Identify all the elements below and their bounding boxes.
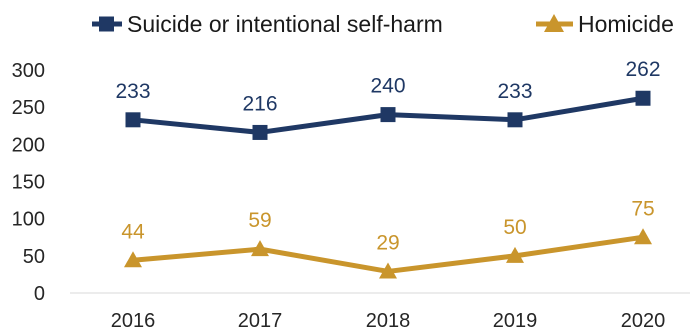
- data-label: 233: [497, 80, 532, 103]
- y-tick-label: 50: [23, 246, 45, 268]
- data-point-triangle: [379, 262, 397, 279]
- plot-area: 233 216 240 233 262 44 59 29 50 75: [115, 58, 661, 279]
- x-tick-label: 2016: [111, 310, 156, 330]
- x-tick-label: 2019: [493, 310, 538, 330]
- data-label: 216: [242, 92, 277, 115]
- data-label: 240: [370, 75, 405, 98]
- x-tick-label: 2018: [366, 310, 411, 330]
- data-point-square: [380, 107, 396, 123]
- x-tick-label: 2020: [621, 310, 666, 330]
- data-label: 29: [376, 231, 399, 254]
- y-tick-label: 250: [12, 97, 45, 119]
- y-tick-label: 200: [12, 134, 45, 156]
- legend-label-homicide: Homicide: [578, 11, 674, 37]
- legend: Suicide or intentional self-harm Homicide: [92, 11, 674, 37]
- data-label: 59: [248, 209, 271, 232]
- data-label: 262: [625, 58, 660, 81]
- y-tick-label: 100: [12, 209, 45, 231]
- y-tick-label: 0: [34, 283, 45, 305]
- y-tick-label: 300: [12, 60, 45, 82]
- data-label: 233: [115, 80, 150, 103]
- data-point-square: [507, 112, 523, 128]
- data-point-square: [125, 112, 141, 128]
- data-point-square: [252, 124, 268, 140]
- x-tick-label: 2017: [238, 310, 283, 330]
- data-point-triangle: [124, 251, 142, 268]
- y-tick-label: 150: [12, 172, 45, 194]
- legend-label-suicide: Suicide or intentional self-harm: [127, 11, 443, 37]
- data-label: 50: [503, 216, 526, 239]
- x-axis: 2016 2017 2018 2019 2020: [70, 292, 690, 330]
- data-label: 44: [121, 220, 145, 243]
- legend-marker-square: [99, 16, 114, 32]
- data-label: 75: [631, 197, 654, 220]
- data-point-square: [635, 90, 651, 106]
- legend-marker-triangle: [544, 14, 564, 32]
- data-point-triangle: [634, 228, 652, 245]
- y-axis: 0 50 100 150 200 250 300: [12, 60, 45, 305]
- data-point-triangle: [506, 246, 524, 263]
- data-point-triangle: [251, 240, 269, 257]
